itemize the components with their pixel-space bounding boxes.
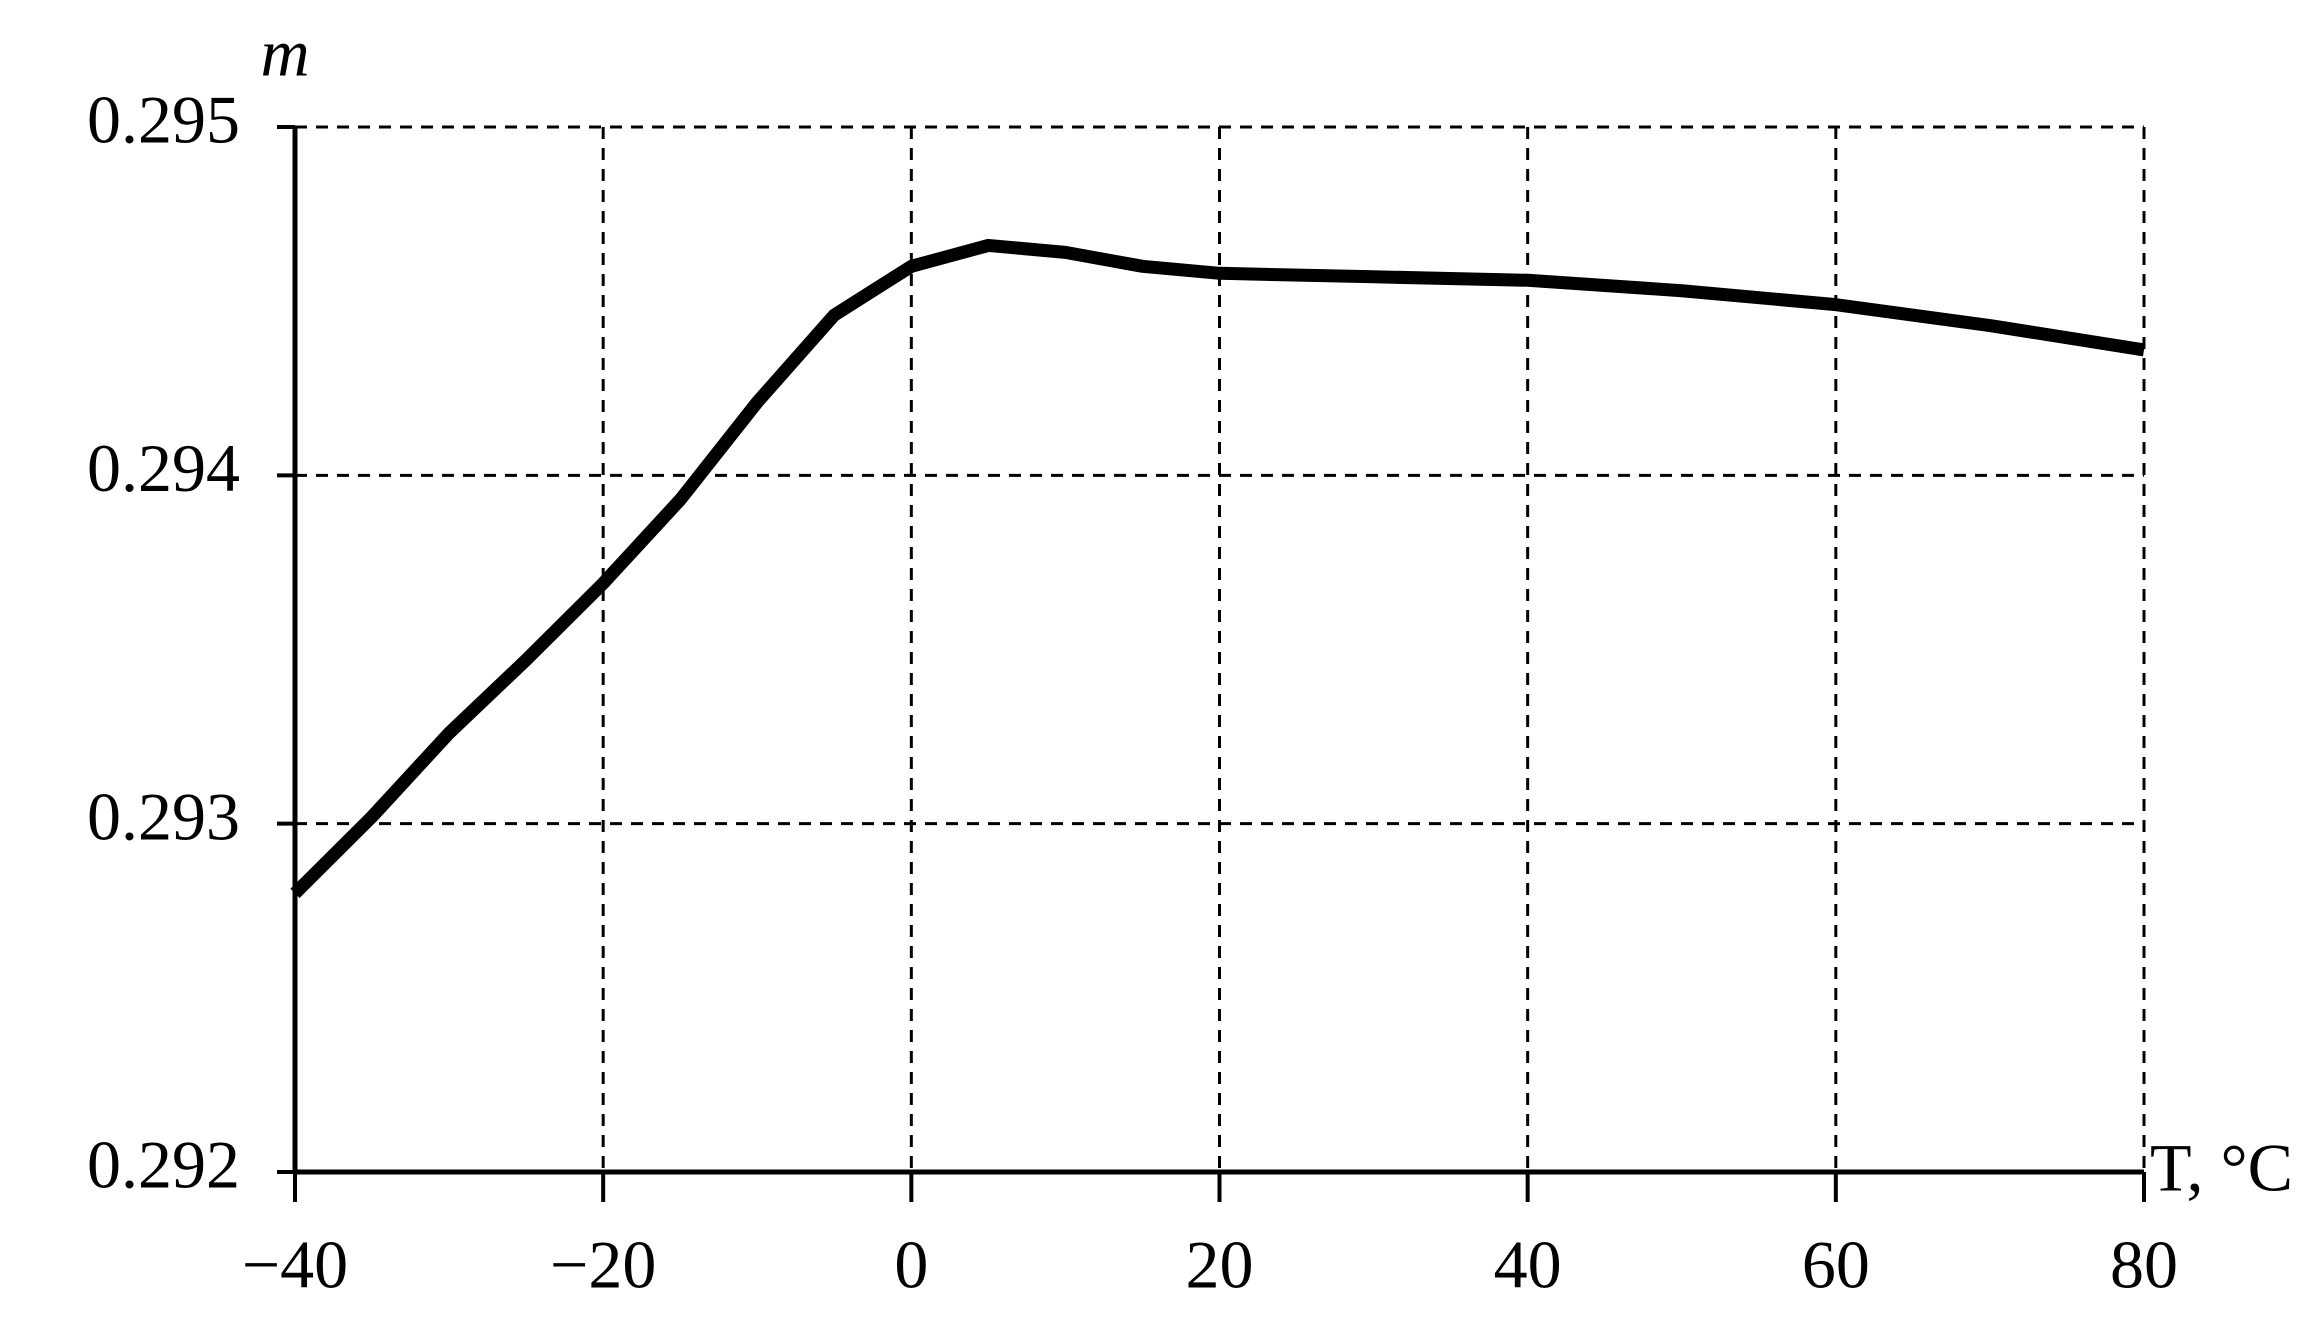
y-tick-label: 0.294 — [87, 430, 240, 506]
y-tick-label: 0.292 — [87, 1127, 240, 1203]
x-tick-label: −40 — [242, 1227, 348, 1303]
x-tick-label: 40 — [1494, 1227, 1562, 1303]
x-tick-label: 0 — [894, 1227, 928, 1303]
data-line — [290, 238, 2146, 898]
x-tick-label: 60 — [1802, 1227, 1870, 1303]
y-tick-label: 0.295 — [87, 82, 240, 158]
x-tick-label: 80 — [2110, 1227, 2178, 1303]
y-axis-label: m — [260, 15, 309, 91]
x-axis-label: T, °C — [2150, 1130, 2293, 1206]
y-tick-label: 0.293 — [87, 778, 240, 854]
x-tick-label: −20 — [550, 1227, 656, 1303]
x-tick-label: 20 — [1186, 1227, 1254, 1303]
